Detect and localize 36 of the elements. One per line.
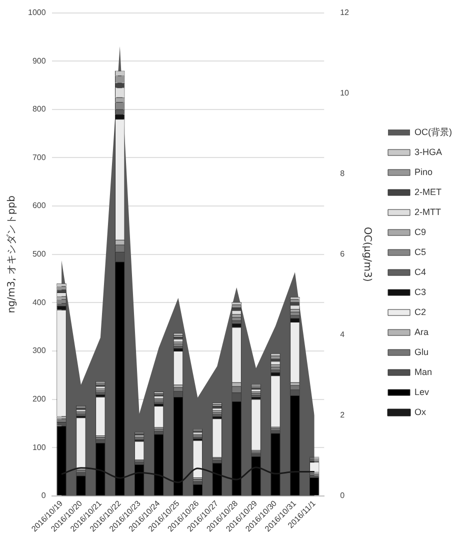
y-tick-label: 700 [32,152,46,162]
y-tick-label: 1000 [28,8,46,18]
y2-axis-title: OC(μg/m3) [361,226,372,282]
legend-label: Lev [414,386,430,397]
legend-label: C2 [414,306,426,317]
y2-tick-label: 12 [340,8,350,18]
legend-label: Ara [414,326,429,337]
y-tick-label: 400 [32,298,46,307]
y2-tick-label: 6 [340,250,346,259]
y-tick-label: 200 [32,394,46,404]
y-tick-label: 500 [32,250,46,259]
y-tick-label: 300 [32,346,46,356]
line-series [60,466,316,484]
legend-label: Man [414,366,432,377]
y2-tick-label: 10 [340,88,350,98]
legend-label: 2-MTT [414,206,442,217]
legend-label: C5 [414,246,426,257]
legend-label: 3-HGA [414,146,442,157]
legend-label: OC(背景) [414,126,452,137]
legend-label: Glu [414,346,429,357]
y2-tick-label: 8 [340,169,346,178]
legend-label: C4 [414,266,426,277]
legend-label: Pino [414,166,433,177]
y-tick-label: 600 [32,201,46,210]
y2-tick-label: 2 [340,410,346,420]
y-tick-label: 100 [32,442,46,452]
legend-label: C9 [414,226,426,237]
legend-label: Ox [414,406,426,417]
y2-tick-label: 0 [340,491,346,500]
y-tick-label: 0 [41,491,46,500]
legend-label: 2-MET [414,186,442,197]
y-axis-title: ng/m3, オキシダントppb [6,196,18,314]
y-tick-label: 900 [32,56,46,66]
legend-label: C3 [414,286,426,297]
y2-tick-label: 4 [340,330,346,340]
y-tick-label: 800 [32,104,46,114]
